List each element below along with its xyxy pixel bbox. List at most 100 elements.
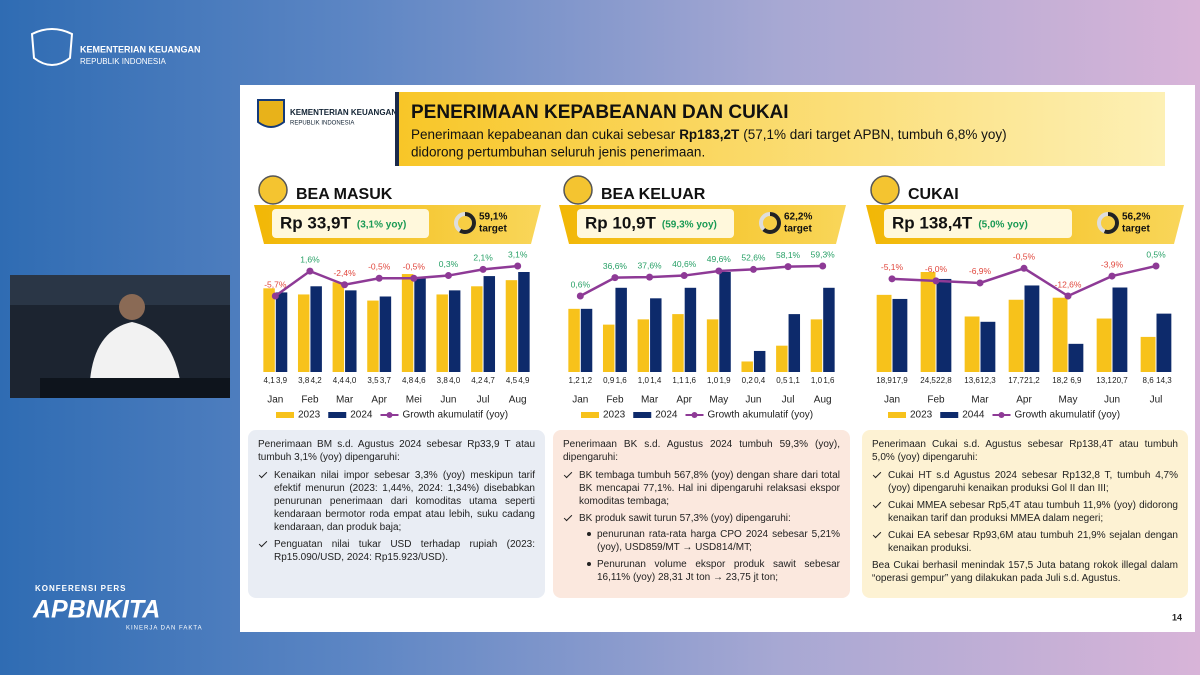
x-tick-label: Feb <box>927 395 945 406</box>
target-text: target <box>479 224 507 235</box>
title-bar <box>395 92 1165 166</box>
bar-value-label: 4,5 <box>506 376 518 385</box>
speaker-head <box>119 294 145 320</box>
bar <box>672 314 684 372</box>
bar <box>1156 313 1172 372</box>
growth-label: -0,5% <box>368 262 391 272</box>
bar <box>448 290 461 372</box>
note-bullet-text: Penguatan nilai tukar USD terhadap rupia… <box>274 539 535 563</box>
target-ring <box>1097 212 1119 234</box>
bar-value-label: 13,1 <box>1096 376 1112 385</box>
bar <box>414 278 426 372</box>
legend-dot <box>998 412 1005 418</box>
amount: Rp 10,9T <box>585 213 656 232</box>
bar <box>310 286 322 372</box>
legend-label: Growth akumulatif (yoy) <box>708 410 814 421</box>
x-tick-label: Jul <box>1150 395 1163 406</box>
bar <box>1068 343 1084 372</box>
bar <box>505 280 518 372</box>
event-label: KONFERENSI PERS <box>35 584 126 593</box>
x-tick-label: Mar <box>336 395 354 406</box>
note-bullet-text: Cukai HT s.d Agustus 2024 sebesar Rp132,… <box>888 470 1178 494</box>
growth-point <box>410 274 418 282</box>
legend-label: 2023 <box>603 410 626 421</box>
note-list: Cukai HT s.d Agustus 2024 sebesar Rp132,… <box>872 469 1178 555</box>
x-tick-label: Feb <box>301 395 319 406</box>
note-bullet: BK produk sawit turun 57,3% (yoy) dipeng… <box>579 512 840 584</box>
note-bullet: Kenaikan nilai impor sebesar 3,3% (yoy) … <box>274 469 535 534</box>
bar-value-label: 4,8 <box>402 376 414 385</box>
bar <box>1008 299 1024 372</box>
x-tick-label: Mei <box>406 395 422 406</box>
bar-value-label: 1,4 <box>650 376 662 385</box>
growth-point <box>576 292 584 300</box>
bar-value-label: 14,3 <box>1156 376 1172 385</box>
growth-point <box>888 275 896 283</box>
slide-title: PENERIMAAN KEPABEANAN DAN CUKAI <box>411 102 789 123</box>
note-bullet-text: Cukai EA sebesar Rp93,6M atau tumbuh 21,… <box>888 530 1178 554</box>
bar <box>980 321 996 372</box>
panel-title: BEA KELUAR <box>601 186 706 203</box>
growth: (5,0% yoy) <box>978 220 1027 231</box>
x-tick-label: Mar <box>641 395 659 406</box>
target-label: 59,1% <box>479 212 507 223</box>
bar-value-label: 12,3 <box>980 376 996 385</box>
panel-icon <box>563 175 593 205</box>
ribbon-pill <box>272 209 429 238</box>
bar-value-label: 1,6 <box>823 376 835 385</box>
growth-label: -5,7% <box>264 279 287 289</box>
bar <box>892 298 908 372</box>
note-sublist: penurunan rata-rata harga CPO 2024 sebes… <box>579 528 840 584</box>
bar <box>332 282 345 372</box>
bar <box>615 287 627 372</box>
legend-dot <box>386 412 393 418</box>
bar <box>788 314 801 372</box>
growth-point <box>976 279 984 287</box>
bar <box>706 319 719 372</box>
growth-label: 0,5% <box>1146 249 1166 259</box>
x-tick-label: Jan <box>572 395 588 406</box>
x-tick-label: Jul <box>477 395 490 406</box>
note-bullet: Cukai MMEA sebesar Rp5,4T atau tumbuh 11… <box>888 499 1178 525</box>
country-name: REPUBLIK INDONESIA <box>80 57 166 66</box>
growth-label: 2,1% <box>473 253 493 263</box>
growth-label: 58,1% <box>776 250 801 260</box>
subtitle-line2: didorong pertumbuhan seluruh jenis pener… <box>411 145 705 160</box>
bar <box>876 294 892 372</box>
bar-value-label: 21,2 <box>1024 376 1040 385</box>
x-tick-label: May <box>709 395 728 406</box>
event-tagline: KINERJA DAN FAKTA <box>126 626 203 632</box>
bar <box>367 300 379 372</box>
growth-label: 3,1% <box>508 249 528 259</box>
legend-swatch <box>328 412 347 418</box>
growth-label: 37,6% <box>638 260 663 270</box>
bar-value-label: 1,2 <box>569 376 581 385</box>
bar <box>741 361 753 372</box>
legend-swatch <box>940 412 959 418</box>
note-list: Kenaikan nilai impor sebesar 3,3% (yoy) … <box>258 469 535 564</box>
growth-label: 0,3% <box>439 259 459 269</box>
note-footer: Bea Cukai berhasil menindak 157,5 Juta b… <box>872 560 1178 584</box>
legend-dot <box>691 412 698 418</box>
legend-label: 2024 <box>655 410 678 421</box>
growth-label: -0,5% <box>1013 252 1036 262</box>
growth-point <box>932 277 940 285</box>
growth-label: 49,6% <box>707 254 732 264</box>
growth-line <box>579 264 823 298</box>
legend-label: 2024 <box>350 410 373 421</box>
legend-swatch <box>276 412 294 418</box>
panel-title: CUKAI <box>908 186 959 203</box>
bar-value-label: 0,2 <box>742 376 754 385</box>
bar <box>753 350 766 372</box>
ribbon-pill <box>577 209 734 238</box>
bar <box>1024 285 1040 372</box>
x-tick-label: Aug <box>814 395 832 406</box>
legend-label: Growth akumulatif (yoy) <box>1015 410 1121 421</box>
growth-label: -12,6% <box>1055 279 1082 289</box>
growth-label: 36,6% <box>603 261 628 271</box>
bar <box>650 298 662 372</box>
growth-point <box>306 267 314 275</box>
x-tick-label: May <box>1059 395 1078 406</box>
growth-point <box>341 281 349 289</box>
